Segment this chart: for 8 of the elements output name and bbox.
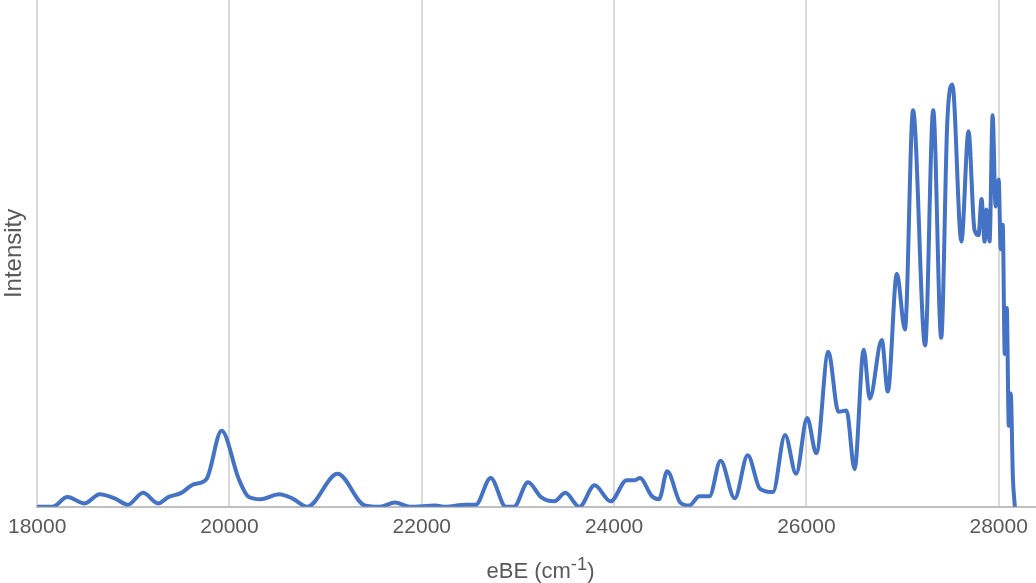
y-axis-title: Intensity (0, 208, 27, 299)
x-tick-label: 28000 (969, 514, 1028, 538)
x-tick-label: 26000 (777, 514, 836, 538)
x-tick-label: 22000 (392, 514, 451, 538)
x-tick-label: 20000 (200, 514, 259, 538)
x-tick-label: 24000 (584, 514, 644, 538)
x-tick-label: 18000 (7, 514, 67, 538)
x-axis-title: eBE (cm$^{-1}$) (485, 553, 596, 583)
